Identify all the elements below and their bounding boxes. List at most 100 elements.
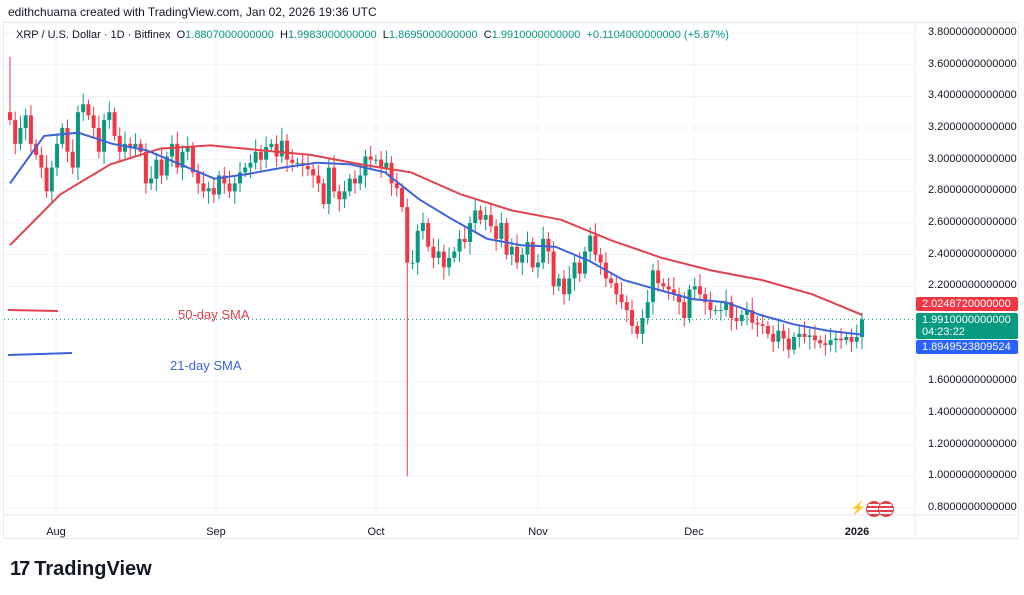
candle-body	[60, 127, 65, 144]
candle-body	[264, 146, 269, 160]
candle-body	[175, 143, 180, 168]
candle-body	[436, 251, 441, 258]
y-tick-label: 3.4000000000000	[928, 89, 1017, 102]
candle-body	[447, 257, 452, 268]
sma50-price-tag: 2.0248720000000	[916, 297, 1018, 311]
candle-body	[755, 322, 760, 325]
y-tick-label: 1.4000000000000	[928, 405, 1017, 418]
candle-body	[645, 302, 650, 318]
y-tick-label: 1.6000000000000	[928, 374, 1017, 387]
candle-body	[488, 215, 493, 227]
y-tick-label: 2.4000000000000	[928, 247, 1017, 260]
candle-body	[525, 241, 530, 255]
candle-body	[541, 238, 546, 263]
candle-body	[159, 159, 164, 176]
candle-body	[452, 251, 457, 258]
candle-body	[854, 336, 859, 342]
candle-body	[708, 302, 713, 311]
y-tick-label: 3.0000000000000	[928, 152, 1017, 165]
x-tick-2026: 2026	[844, 526, 870, 538]
candle-body	[384, 162, 389, 168]
candle-body	[295, 162, 300, 164]
candle-body	[687, 289, 692, 318]
candle-body	[624, 302, 629, 311]
candle-body	[582, 251, 587, 274]
candle-body	[258, 151, 263, 160]
close-label: C	[483, 29, 492, 41]
candle-body	[368, 156, 373, 160]
candle-body	[102, 120, 107, 152]
candle-body	[217, 175, 222, 195]
candle-body	[567, 278, 572, 295]
candle-body	[776, 330, 781, 342]
candle-body	[760, 324, 765, 326]
candle-body	[734, 317, 739, 322]
tradingview-logo[interactable]: 17 TradingView	[10, 558, 152, 581]
candle-body	[39, 154, 44, 168]
candle-body	[671, 289, 676, 295]
candle-body	[494, 226, 499, 239]
lightning-event-icon[interactable]: ⚡	[850, 500, 867, 515]
candle-body	[201, 183, 206, 192]
candle-body	[420, 222, 425, 231]
candle-body	[426, 222, 431, 247]
candle-body	[546, 238, 551, 252]
candle-body	[457, 238, 462, 252]
candle-body	[44, 167, 49, 192]
logo-text: TradingView	[34, 558, 152, 580]
candle-body	[410, 262, 415, 264]
symbol-name[interactable]: XRP / U.S. Dollar · 1D · Bitfinex	[16, 29, 171, 41]
candle-body	[828, 340, 833, 345]
open-value: 1.8807000000000	[185, 29, 274, 41]
candle-body	[797, 333, 802, 337]
candle-body	[860, 319, 864, 337]
candle-body	[65, 127, 70, 152]
sma50-line	[9, 144, 863, 316]
candle-body	[316, 175, 321, 184]
candle-body	[373, 159, 378, 161]
candle-body	[138, 143, 143, 152]
candle-body	[473, 210, 478, 223]
x-tick-sep: Sep	[206, 526, 226, 538]
candle-body	[13, 120, 18, 144]
sma21-price-tag: 1.8949523809524	[916, 340, 1018, 354]
candle-body	[431, 246, 436, 258]
candle-body	[337, 191, 342, 200]
x-tick-aug: Aug	[46, 526, 66, 538]
candle-body	[117, 135, 122, 152]
candle-body	[311, 169, 316, 176]
candle-body	[807, 335, 812, 337]
candle-body	[394, 183, 399, 189]
candle-body	[572, 262, 577, 279]
candle-body	[352, 178, 357, 184]
candle-body	[75, 112, 80, 168]
candle-body	[504, 222, 509, 255]
candle-body	[279, 140, 284, 157]
candle-body	[713, 310, 718, 312]
candle-body	[656, 270, 661, 284]
y-tick-label: 2.2000000000000	[928, 279, 1017, 292]
candle-body	[682, 302, 687, 318]
candle-body	[164, 156, 169, 176]
candle-body	[745, 310, 750, 315]
events-icons[interactable]: ⚡	[850, 500, 895, 517]
candle-body	[535, 262, 540, 268]
candle-body	[232, 183, 237, 192]
candle-body	[222, 175, 227, 184]
candle-body	[666, 286, 671, 290]
candle-body	[107, 112, 112, 121]
candle-body	[818, 340, 823, 344]
candle-body	[358, 175, 363, 184]
candle-body	[849, 336, 854, 342]
candle-body	[677, 294, 682, 303]
candle-body	[190, 146, 195, 173]
candle-body	[844, 336, 849, 341]
candle-body	[342, 191, 347, 200]
candle-body	[441, 251, 446, 268]
candle-body	[781, 330, 786, 339]
y-tick-label: 3.2000000000000	[928, 120, 1017, 133]
us-flag-event-icon[interactable]	[878, 500, 895, 517]
candle-body	[227, 183, 232, 192]
sma21-annotation: 21-day SMA	[170, 358, 242, 373]
